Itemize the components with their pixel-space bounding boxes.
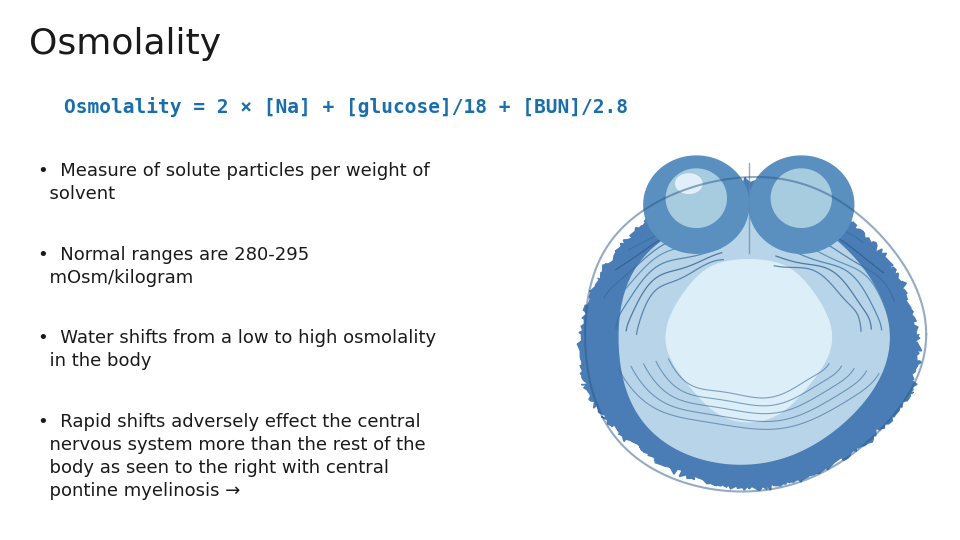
- Text: •  Rapid shifts adversely effect the central
  nervous system more than the rest: • Rapid shifts adversely effect the cent…: [38, 413, 426, 500]
- Polygon shape: [771, 169, 831, 227]
- Ellipse shape: [554, 131, 944, 528]
- Polygon shape: [644, 156, 749, 253]
- Polygon shape: [619, 211, 889, 464]
- Text: •  Normal ranges are 280-295
  mOsm/kilogram: • Normal ranges are 280-295 mOsm/kilogra…: [38, 246, 310, 287]
- Ellipse shape: [676, 174, 702, 193]
- Text: Osmolality = 2 × [Na] + [glucose]/18 + [BUN]/2.8: Osmolality = 2 × [Na] + [glucose]/18 + […: [63, 97, 628, 117]
- Text: •  Measure of solute particles per weight of
  solvent: • Measure of solute particles per weight…: [38, 162, 430, 203]
- Polygon shape: [666, 260, 831, 422]
- Polygon shape: [666, 169, 727, 227]
- Polygon shape: [577, 177, 922, 490]
- Polygon shape: [749, 156, 853, 253]
- Text: Osmolality: Osmolality: [29, 27, 221, 61]
- Text: •  Water shifts from a low to high osmolality
  in the body: • Water shifts from a low to high osmola…: [38, 329, 437, 370]
